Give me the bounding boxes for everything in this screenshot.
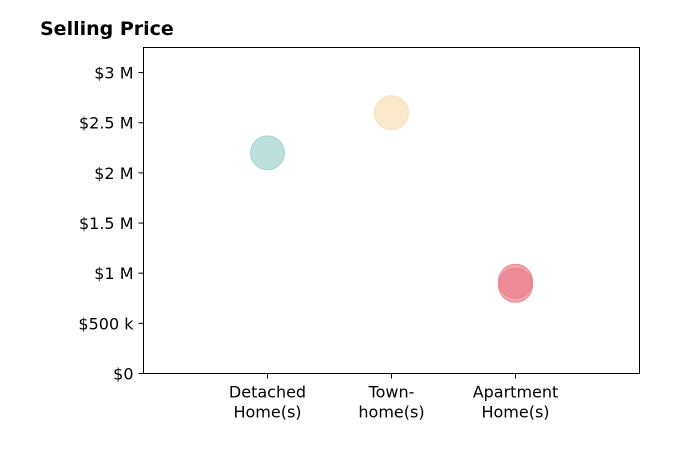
data-points (250, 95, 533, 303)
x-tick-label-line: Apartment (473, 383, 559, 402)
x-axis: Detached Home(s)Town-home(s)Apartment Home… (229, 373, 559, 422)
y-tick-label: $2 M (94, 164, 133, 183)
x-tick-label-line: Town- (368, 383, 415, 402)
y-tick-label: $3 M (94, 64, 133, 83)
data-point (498, 267, 533, 303)
y-tick-label: $1 M (94, 264, 133, 283)
x-tick-label-line: home(s) (358, 403, 424, 422)
data-point (374, 95, 409, 131)
x-tick-label-line: Detached (229, 383, 306, 402)
x-tick-label: Detached Home(s) (229, 383, 306, 422)
chart-title: Selling Price (40, 18, 174, 40)
data-point (250, 135, 285, 171)
y-tick-label: $2.5 M (79, 114, 134, 133)
y-tick-label: $500 k (78, 314, 134, 333)
y-tick-label: $1.5 M (79, 214, 134, 233)
y-axis: $0 $500 k $1 M $1.5 M $2 M $2.5 M $3 M (78, 64, 144, 384)
x-tick-label: Apartment Home(s) (473, 383, 559, 422)
y-tick-label: $0 (113, 365, 133, 384)
x-tick-label: Town-home(s) (358, 383, 424, 422)
x-tick-label-line: Home(s) (481, 403, 549, 422)
x-tick-label-line: Home(s) (233, 403, 301, 422)
